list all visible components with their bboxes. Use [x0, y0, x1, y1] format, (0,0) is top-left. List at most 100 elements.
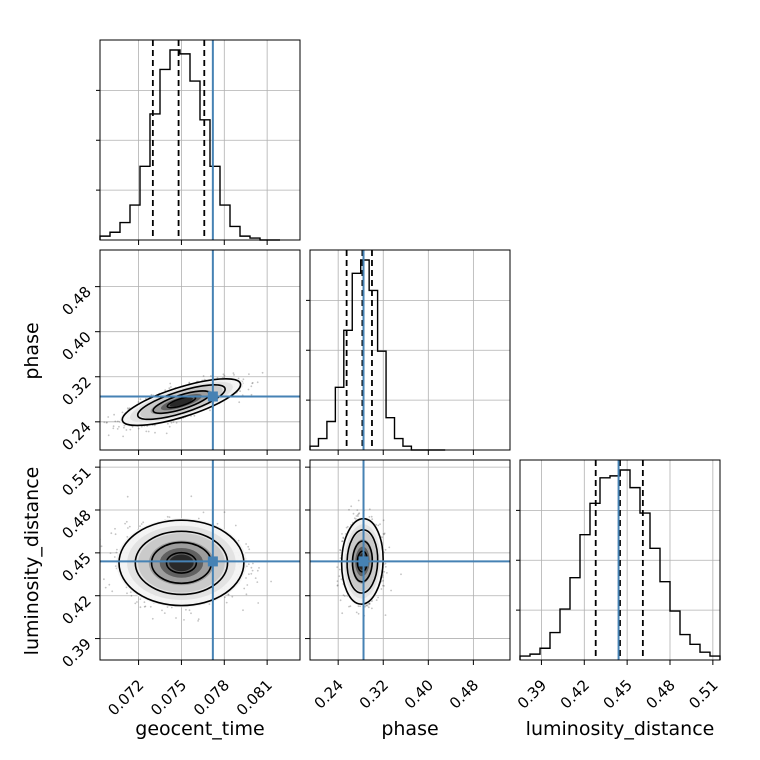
scatter-point — [339, 599, 342, 602]
scatter-point — [232, 372, 235, 374]
scatter-point — [247, 545, 250, 548]
scatter-point — [100, 545, 103, 548]
scatter-point — [256, 569, 259, 572]
scatter-point — [371, 607, 373, 610]
panel-scatter-phase-luminosity-distance — [305, 459, 511, 665]
contour-line — [118, 519, 245, 607]
scatter-point — [390, 589, 392, 592]
scatter-point — [336, 584, 339, 587]
scatter-point — [114, 527, 116, 530]
scatter-point — [202, 375, 205, 377]
scatter-point — [105, 421, 108, 424]
scatter-point — [248, 548, 251, 551]
scatter-point — [109, 552, 112, 554]
scatter-point — [248, 573, 250, 576]
scatter-point — [340, 578, 343, 581]
scatter-point — [224, 596, 226, 599]
scatter-point — [248, 373, 250, 375]
scatter-point — [103, 578, 105, 581]
scatter-point — [339, 549, 341, 551]
scatter-point — [250, 572, 253, 575]
scatter-point — [170, 421, 173, 424]
panel-hist-luminosity-distance — [516, 459, 721, 665]
scatter-point — [345, 526, 348, 529]
scatter-point — [356, 509, 359, 511]
scatter-point — [341, 533, 343, 535]
scatter-point — [336, 584, 339, 586]
scatter-point — [382, 533, 385, 535]
scatter-point — [358, 512, 361, 514]
scatter-point — [170, 386, 172, 388]
scatter-point — [128, 525, 131, 528]
scatter-point — [400, 573, 402, 576]
scatter-point — [370, 515, 373, 518]
scatter-point — [237, 377, 240, 380]
scatter-point — [341, 540, 343, 543]
scatter-point — [103, 421, 106, 424]
scatter-point — [126, 536, 129, 538]
scatter-point — [357, 499, 360, 502]
scatter-point — [258, 567, 260, 569]
scatter-point — [381, 536, 383, 539]
x-axis-label-phase: phase — [381, 718, 438, 740]
scatter-point — [122, 435, 124, 438]
scatter-point — [348, 605, 350, 608]
scatter-point — [121, 411, 124, 414]
x-axis-label-luminosity-distance: luminosity_distance — [526, 718, 715, 740]
scatter-point — [382, 584, 384, 587]
scatter-point — [149, 605, 152, 608]
scatter-point — [355, 515, 358, 517]
scatter-point — [113, 556, 116, 558]
scatter-point — [341, 612, 344, 615]
scatter-point — [251, 382, 254, 384]
scatter-point — [116, 428, 119, 430]
scatter-point — [223, 376, 226, 379]
scatter-point — [247, 563, 250, 566]
scatter-point — [342, 594, 345, 597]
scatter-point — [183, 619, 185, 621]
scatter-point — [231, 595, 234, 598]
scatter-point — [227, 593, 230, 596]
scatter-point — [367, 606, 370, 609]
scatter-point — [114, 420, 117, 423]
scatter-point — [250, 566, 253, 569]
scatter-point — [257, 602, 260, 604]
scatter-point — [382, 519, 385, 522]
scatter-point — [338, 575, 341, 578]
scatter-point — [366, 604, 369, 607]
scatter-point — [168, 425, 171, 428]
scatter-point — [336, 580, 339, 583]
scatter-point — [188, 381, 191, 384]
truth-marker — [207, 556, 218, 567]
scatter-point — [163, 612, 166, 614]
scatter-point — [356, 513, 359, 516]
scatter-point — [368, 516, 371, 518]
scatter-point — [169, 382, 172, 385]
scatter-point — [375, 599, 378, 601]
scatter-point — [388, 546, 391, 549]
scatter-point — [382, 579, 384, 582]
scatter-point — [116, 548, 118, 551]
scatter-point — [127, 527, 129, 529]
scatter-point — [106, 421, 108, 424]
scatter-point — [107, 434, 110, 437]
panel-scatter-geocent-time-luminosity-distance — [95, 459, 301, 665]
scatter-point — [250, 393, 253, 396]
scatter-point — [115, 551, 118, 554]
scatter-point — [170, 606, 173, 609]
scatter-point — [338, 568, 341, 571]
scatter-point — [154, 431, 156, 434]
scatter-point — [353, 517, 356, 520]
contour-line — [134, 530, 229, 596]
scatter-point — [197, 620, 200, 622]
scatter-point — [383, 570, 386, 573]
scatter-point — [379, 523, 381, 526]
scatter-point — [210, 375, 212, 377]
scatter-point — [142, 521, 145, 524]
scatter-point — [168, 387, 171, 390]
scatter-point — [134, 602, 137, 605]
scatter-point — [245, 593, 248, 596]
scatter-point — [349, 605, 352, 608]
scatter-point — [112, 427, 115, 430]
